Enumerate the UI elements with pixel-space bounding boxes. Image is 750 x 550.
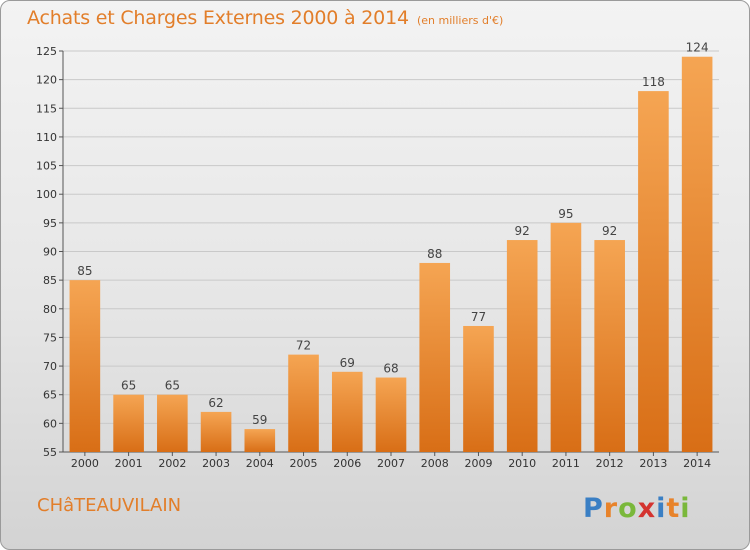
bar-2012: [594, 240, 625, 452]
logo-letter: t: [666, 493, 680, 524]
y-tick-label: 120: [36, 74, 57, 87]
y-tick-label: 70: [43, 360, 57, 373]
x-tick-label: 2004: [246, 457, 274, 470]
svg-text:Proxiti: Proxiti: [583, 493, 691, 524]
x-tick-label: 2011: [552, 457, 580, 470]
bar-2008: [419, 262, 451, 452]
bar-2005: [288, 354, 319, 452]
bar-2007: [375, 377, 407, 452]
logo-letter: r: [604, 493, 618, 524]
y-tick-label: 60: [43, 417, 57, 430]
x-tick-label: 2012: [596, 457, 624, 470]
y-tick-label: 95: [43, 217, 57, 230]
x-tick-label: 2008: [421, 457, 449, 470]
data-label-2003: 62: [208, 396, 223, 410]
y-tick-label: 75: [43, 331, 57, 344]
x-tick-label: 2003: [202, 457, 230, 470]
x-tick-label: 2007: [377, 457, 405, 470]
x-tick-label: 2000: [71, 457, 99, 470]
bar-2004: [244, 429, 276, 452]
y-tick-label: 100: [36, 188, 57, 201]
data-label-2014: 124: [686, 41, 709, 55]
bar-2010: [506, 240, 538, 452]
bar-2002: [157, 394, 188, 452]
y-tick-label: 55: [43, 446, 57, 459]
bar-2014: [681, 56, 713, 452]
bars: [69, 56, 713, 452]
x-tick-label: 2014: [683, 457, 711, 470]
x-tick-label: 2009: [464, 457, 492, 470]
logo-letter: x: [638, 493, 656, 524]
y-tick-label: 125: [36, 45, 57, 58]
data-label-2000: 85: [77, 264, 92, 278]
bar-2011: [550, 222, 582, 452]
x-tick-label: 2010: [508, 457, 536, 470]
bar-2009: [463, 325, 494, 452]
proxiti-logo: Proxiti: [581, 487, 691, 527]
data-labels: 85 65 65 62 59 72 69 68 88 77 92 95 92 118 124: [77, 41, 708, 427]
data-label-2001: 65: [121, 379, 136, 393]
data-label-2006: 69: [340, 356, 355, 370]
data-label-2004: 59: [252, 413, 267, 427]
x-tick-label: 2002: [158, 457, 186, 470]
data-label-2005: 72: [296, 339, 311, 353]
data-label-2013: 118: [642, 75, 665, 89]
bar-2000: [69, 280, 101, 452]
y-tick-label: 115: [36, 102, 57, 115]
logo-letter: o: [618, 493, 638, 524]
data-label-2010: 92: [515, 224, 530, 238]
x-tick-label: 2006: [333, 457, 361, 470]
data-label-2007: 68: [383, 362, 398, 376]
y-tick-label: 65: [43, 389, 57, 402]
bar-2013: [638, 91, 669, 452]
bar-2003: [200, 411, 232, 452]
data-label-2009: 77: [471, 310, 486, 324]
x-tick-label: 2013: [639, 457, 667, 470]
data-label-2012: 92: [602, 224, 617, 238]
y-tick-label: 110: [36, 131, 57, 144]
y-tick-label: 90: [43, 246, 57, 259]
logo-letter: i: [680, 493, 690, 524]
y-tick-label: 80: [43, 303, 57, 316]
logo-letter: P: [583, 493, 604, 524]
y-tick-label: 85: [43, 274, 57, 287]
data-label-2011: 95: [558, 207, 573, 221]
bar-2001: [113, 394, 144, 452]
chart-unit: (en milliers d'€): [417, 14, 504, 27]
data-label-2002: 65: [165, 379, 180, 393]
logo-letter: i: [656, 493, 666, 524]
x-tick-label: 2005: [290, 457, 318, 470]
bar-2006: [331, 371, 363, 452]
data-label-2008: 88: [427, 247, 442, 261]
y-tick-label: 105: [36, 160, 57, 173]
x-tick-label: 2001: [115, 457, 143, 470]
place-name: CHâTEAUVILAIN: [37, 495, 182, 516]
chart-title: Achats et Charges Externes 2000 à 2014: [27, 7, 409, 29]
